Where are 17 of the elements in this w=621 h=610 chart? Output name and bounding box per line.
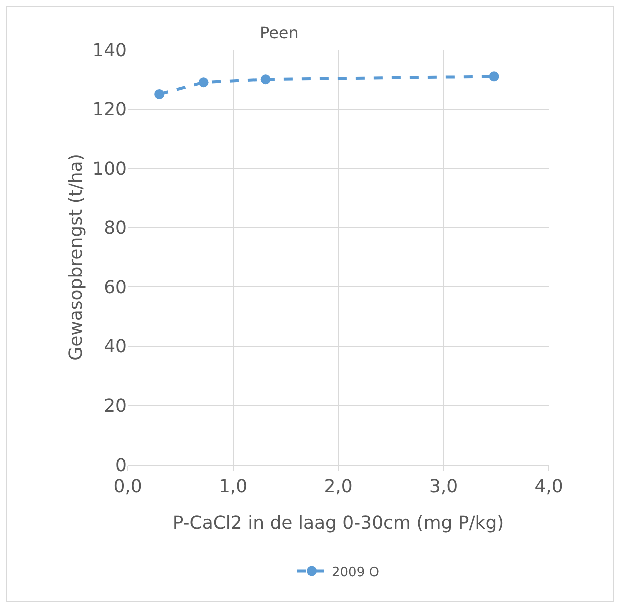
x-tick-label: 0,0 <box>114 476 142 498</box>
x-tick-label: 1,0 <box>218 476 248 498</box>
y-tick-label: 100 <box>92 158 127 180</box>
legend-label: 2009 O <box>332 565 380 580</box>
y-tick-label: 140 <box>92 40 127 62</box>
y-tick-label: 40 <box>104 336 127 358</box>
y-tick-label: 20 <box>104 396 127 418</box>
y-tick-label: 120 <box>92 100 127 121</box>
x-tick-label: 3,0 <box>429 476 458 498</box>
y-tick-label: 0 <box>116 455 127 476</box>
y-tick-label: 60 <box>104 277 127 298</box>
y-axis-title: Gewasopbrengst (t/ha) <box>66 154 87 361</box>
x-tick-label: 4,0 <box>534 476 564 498</box>
x-axis-title: P-CaCl2 in de laag 0-30cm (mg P/kg) <box>172 513 504 534</box>
chart-title: Peen <box>260 24 299 43</box>
y-tick-label: 80 <box>104 218 127 240</box>
x-tick-label: 2,0 <box>324 476 353 498</box>
